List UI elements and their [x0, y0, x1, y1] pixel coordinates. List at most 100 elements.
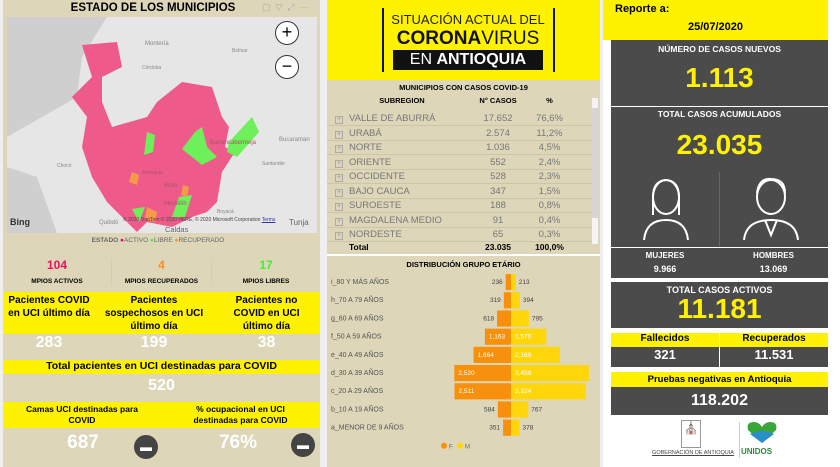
- category-label: i_80 Y MÁS AÑOS: [331, 277, 389, 286]
- bing-logo: Bing: [10, 217, 30, 227]
- data-label: 2,520: [458, 370, 475, 377]
- data-label: 378: [523, 425, 534, 432]
- bar-m[interactable]: [511, 365, 589, 382]
- expand-icon[interactable]: +: [335, 116, 343, 124]
- map[interactable]: Montería Córdoba Bolívar Barrancabermeja…: [7, 17, 317, 233]
- col-pct[interactable]: %: [546, 96, 553, 105]
- zoom-out-button[interactable]: −: [275, 55, 299, 79]
- fallecidos-recuperados: Fallecidos Recuperados 321 11.531: [611, 333, 828, 367]
- bar-f[interactable]: [503, 292, 511, 309]
- bar-m[interactable]: [511, 310, 529, 327]
- expand-icon[interactable]: +: [335, 145, 343, 153]
- map-label: Boyacá: [217, 209, 234, 215]
- subregion-name: VALLE DE ABURRÁ: [349, 113, 436, 124]
- stat-activos: 104 MPIOS ACTIVOS: [3, 258, 111, 285]
- subregion-name: SUROESTE: [349, 200, 402, 211]
- uci-values: 283 199 38: [3, 334, 320, 356]
- data-label: 394: [523, 297, 534, 304]
- hombres-label: HOMBRES: [753, 251, 794, 260]
- bar-f[interactable]: [484, 328, 511, 345]
- table-row[interactable]: + ORIENTE 552 2,4%: [327, 157, 592, 170]
- bar-f[interactable]: [473, 346, 511, 363]
- map-title: ESTADO DE LOS MUNICIPIOS: [70, 2, 236, 14]
- municipios-stats: 104 MPIOS ACTIVOS 4 MPIOS RECUPERADOS 17 MP…: [3, 254, 320, 290]
- map-label: Caldas: [165, 225, 189, 233]
- map-svg: Montería Córdoba Bolívar Barrancabermeja…: [7, 17, 310, 233]
- bar-f[interactable]: [497, 310, 511, 327]
- subregion-name: URABÁ: [349, 127, 382, 139]
- activos-label: TOTAL CASOS ACTIVOS: [666, 285, 773, 295]
- table-row[interactable]: + NORDESTE 65 0,3%: [327, 229, 592, 242]
- region-recuperado: [145, 207, 157, 222]
- visual-header-icons[interactable]: ▢▽⤢⋯: [262, 2, 314, 12]
- bar-f[interactable]: [503, 419, 511, 436]
- legend-libre: LIBRE: [153, 237, 173, 244]
- table-scrollbar[interactable]: [592, 98, 598, 244]
- data-label: 2,169: [515, 352, 532, 359]
- category-label: e_40 A 49 AÑOS: [331, 350, 384, 359]
- casos-value: 2.574: [486, 127, 510, 139]
- scrollbar-thumb[interactable]: [592, 108, 598, 218]
- bar-m[interactable]: [511, 383, 586, 400]
- table-row[interactable]: + BAJO CAUCA 347 1,5%: [327, 186, 592, 199]
- bar-m[interactable]: [511, 292, 520, 309]
- table-row[interactable]: + NORTE 1.036 4,5%: [327, 142, 592, 155]
- data-label: 2,511: [459, 388, 475, 395]
- col-casos[interactable]: N° CASOS: [479, 96, 517, 105]
- data-label: 767: [531, 406, 542, 413]
- pct-value: 2,4%: [538, 156, 561, 168]
- expand-icon[interactable]: +: [335, 217, 343, 226]
- table-title: MUNICIPIOS CON CASOS COVID-19: [399, 83, 528, 92]
- expand-icon[interactable]: +: [335, 159, 343, 168]
- stat-label: MPIOS ACTIVOS: [31, 278, 83, 285]
- data-label: 795: [532, 315, 543, 322]
- table-row[interactable]: + VALLE DE ABURRÁ 17.652 76,6%: [327, 113, 592, 126]
- hospital-bed-icon: ▬: [134, 435, 158, 459]
- legend-dot-icon: ●: [150, 237, 154, 244]
- table-row[interactable]: + URABÁ 2.574 11,2%: [327, 128, 592, 141]
- bar-f[interactable]: [454, 383, 511, 400]
- terms-link[interactable]: Terms: [261, 217, 276, 223]
- col-subregion[interactable]: SUBREGION: [379, 96, 425, 105]
- bar-f[interactable]: [497, 401, 511, 418]
- total-label: Total: [349, 242, 369, 252]
- nuevos-value: 1.113: [685, 62, 754, 93]
- man-icon: [743, 177, 799, 240]
- banner-line2: CORONAVIRUS: [387, 28, 549, 50]
- total-casos: 23.035: [485, 242, 511, 252]
- table-body: + VALLE DE ABURRÁ 17.652 76,6% + URABÁ 2.…: [327, 113, 592, 248]
- pct-value: 11,2%: [536, 127, 563, 139]
- bar-m[interactable]: [511, 328, 547, 345]
- expand-icon[interactable]: +: [335, 232, 343, 240]
- uci-total-value: 520: [148, 377, 175, 394]
- zoom-in-button[interactable]: +: [275, 21, 299, 45]
- bar-m[interactable]: [511, 346, 560, 363]
- left-panel: ESTADO DE LOS MUNICIPIOS ▢▽⤢⋯ Montería C…: [3, 0, 320, 467]
- uci-label: Pacientes no COVID en UCI último día: [233, 295, 300, 332]
- legend-dot-icon: ●: [174, 237, 179, 244]
- report-label: Reporte a:: [615, 3, 670, 15]
- expand-icon[interactable]: +: [335, 203, 343, 211]
- casos-value: 65: [492, 229, 504, 240]
- table-row[interactable]: + SUROESTE 188 0,8%: [327, 200, 592, 213]
- bar-m[interactable]: [511, 274, 516, 291]
- map-label: Santander: [262, 161, 285, 167]
- map-label: Barrancabermeja: [210, 140, 257, 146]
- table-row[interactable]: + MAGDALENA MEDIO 91 0,4%: [327, 215, 592, 228]
- pct-value: 0,4%: [538, 214, 561, 226]
- map-label: Chocó: [57, 163, 72, 169]
- map-label: Quibdó: [99, 220, 119, 226]
- expand-icon[interactable]: +: [335, 130, 343, 139]
- expand-icon[interactable]: +: [335, 174, 343, 182]
- expand-icon[interactable]: +: [335, 188, 343, 197]
- report-date: 25/07/2020: [687, 21, 744, 33]
- category-label: h_70 A 79 AÑOS: [331, 295, 384, 304]
- subregion-name: OCCIDENTE: [349, 171, 405, 182]
- camas-value: 687: [67, 432, 99, 453]
- table-row[interactable]: + OCCIDENTE 528 2,3%: [327, 171, 592, 184]
- bar-f[interactable]: [454, 365, 511, 382]
- bar-m[interactable]: [511, 419, 520, 436]
- bar-m[interactable]: [511, 401, 529, 418]
- data-label: 3,459: [515, 370, 532, 377]
- bar-f[interactable]: [505, 274, 511, 291]
